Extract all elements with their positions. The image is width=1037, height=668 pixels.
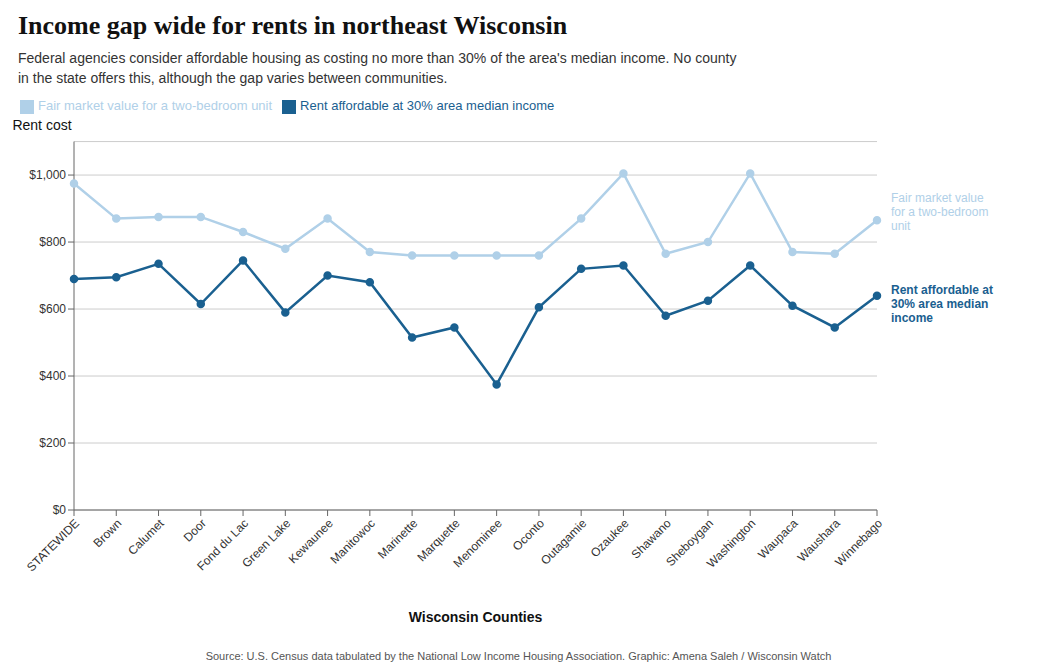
svg-text:$400: $400 — [39, 369, 66, 383]
svg-text:Shawano: Shawano — [628, 516, 674, 562]
svg-text:Fair market valuefor a two-bed: Fair market valuefor a two-bedroomunit — [891, 191, 988, 233]
html-text:Source: U.S. Census data tabul: Source: U.S. Census data tabulated by th… — [205, 650, 832, 662]
svg-text:Door: Door — [181, 516, 209, 544]
svg-text:Menominee: Menominee — [451, 516, 505, 570]
svg-text:Calumet: Calumet — [125, 516, 167, 558]
svg-text:Sheboygan: Sheboygan — [663, 516, 717, 570]
svg-text:$1,000: $1,000 — [29, 168, 66, 182]
svg-text:Washington: Washington — [704, 516, 758, 570]
svg-text:Oconto: Oconto — [510, 516, 547, 553]
svg-text:Manitowoc: Manitowoc — [328, 516, 378, 566]
svg-text:Outagamie: Outagamie — [538, 516, 590, 568]
svg-text:STATEWIDE: STATEWIDE — [24, 516, 82, 574]
svg-text:Winnebago: Winnebago — [832, 516, 885, 569]
html-text:Federal agencies consider affo: Federal agencies consider affordable hou… — [18, 50, 737, 86]
svg-text:Rent affordable at30% area med: Rent affordable at30% area medianincome — [891, 283, 993, 325]
html-text:Rent affordable at 30% area me: Rent affordable at 30% area median incom… — [300, 98, 555, 113]
svg-text:Fond du Lac: Fond du Lac — [194, 516, 252, 574]
svg-text:$600: $600 — [39, 302, 66, 316]
svg-text:Marinette: Marinette — [375, 516, 421, 562]
svg-text:$0: $0 — [53, 503, 67, 517]
svg-text:Wisconsin Counties: Wisconsin Counties — [409, 609, 543, 625]
svg-text:Ozaukee: Ozaukee — [588, 516, 632, 560]
svg-text:Brown: Brown — [90, 516, 124, 550]
svg-text:Waushara: Waushara — [794, 516, 843, 565]
svg-text:Kewaunee: Kewaunee — [285, 516, 336, 567]
svg-text:Rent cost: Rent cost — [12, 117, 71, 133]
svg-text:Marquette: Marquette — [414, 516, 463, 565]
svg-text:$200: $200 — [39, 436, 66, 450]
svg-text:Green Lake: Green Lake — [239, 516, 293, 570]
svg-text:Waupaca: Waupaca — [755, 516, 801, 562]
svg-text:$800: $800 — [39, 235, 66, 249]
html-text:Fair market value for a two-be: Fair market value for a two-bedroom unit — [38, 98, 273, 113]
html-text:Income gap wide for rents in n: Income gap wide for rents in northeast W… — [18, 11, 568, 40]
